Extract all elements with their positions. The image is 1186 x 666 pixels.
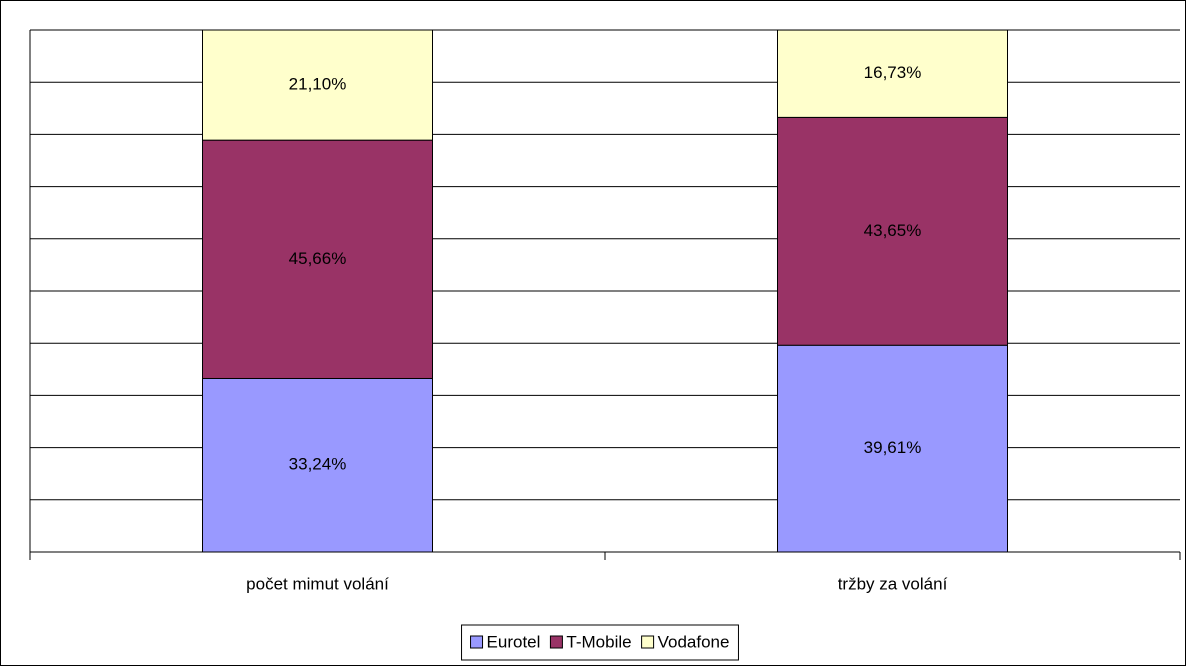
legend-swatch bbox=[641, 635, 655, 649]
data-label: 21,10% bbox=[289, 75, 347, 94]
data-label: 43,65% bbox=[864, 221, 922, 240]
bar-segment bbox=[777, 344, 1008, 553]
bar-segment bbox=[202, 377, 433, 553]
bar-segment bbox=[202, 139, 433, 379]
bar-segment bbox=[777, 116, 1008, 346]
legend-label: Vodafone bbox=[658, 632, 730, 651]
data-label: 39,61% bbox=[864, 438, 922, 457]
bar-segment bbox=[202, 29, 433, 141]
x-tick-label: počet mimut volání bbox=[246, 574, 389, 593]
legend: Eurotel T-Mobile Vodafone bbox=[461, 624, 739, 661]
bar-segment bbox=[777, 29, 1008, 118]
legend-label: Eurotel bbox=[487, 632, 541, 651]
legend-swatch bbox=[470, 635, 484, 649]
data-label: 33,24% bbox=[289, 455, 347, 474]
legend-label: T-Mobile bbox=[566, 632, 631, 651]
data-label: 16,73% bbox=[864, 63, 922, 82]
data-label: 45,66% bbox=[289, 249, 347, 268]
legend-swatch bbox=[549, 635, 563, 649]
x-tick-label: tržby za volání bbox=[838, 574, 948, 593]
legend-frame bbox=[461, 624, 739, 661]
